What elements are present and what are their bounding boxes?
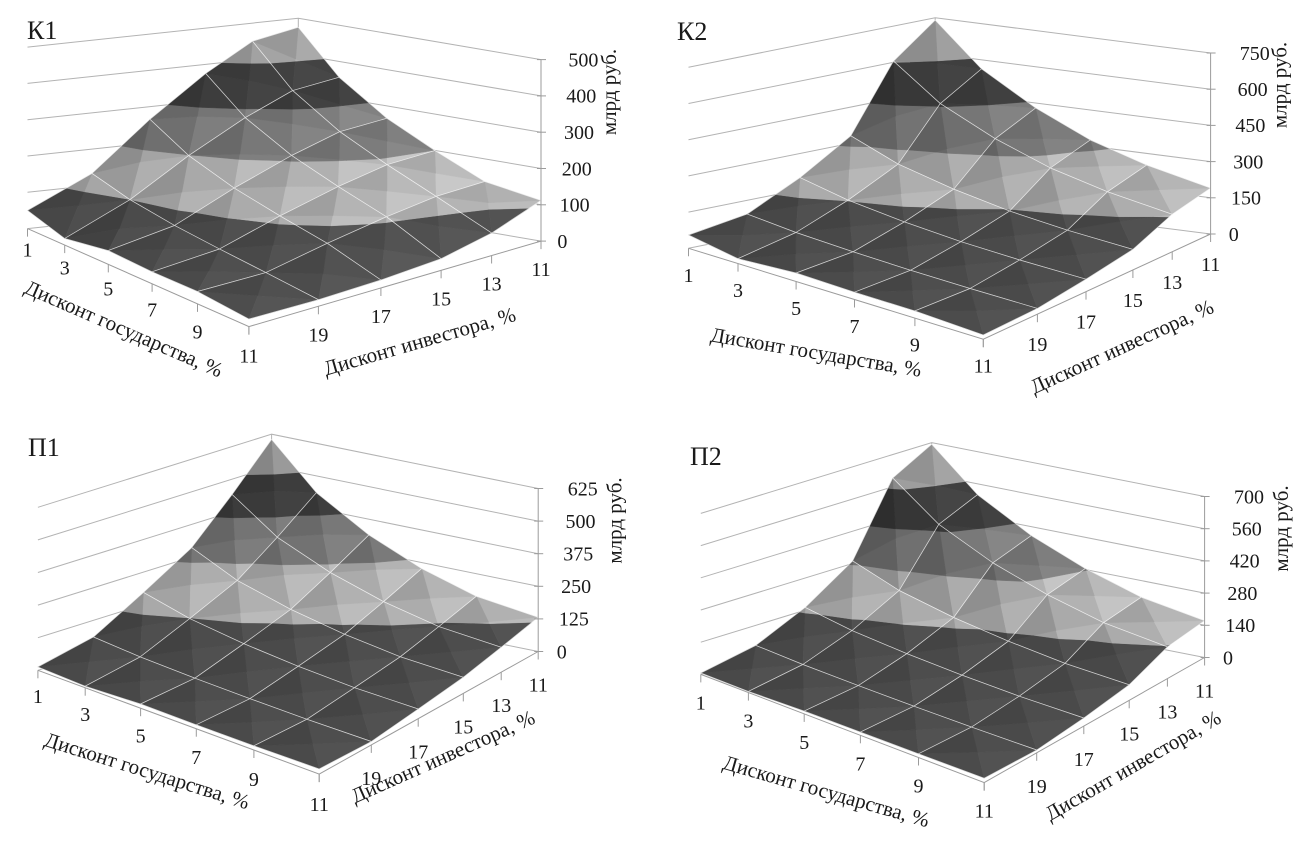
svg-text:140: 140 — [1225, 615, 1255, 637]
svg-text:17: 17 — [1076, 312, 1096, 334]
svg-text:13: 13 — [482, 274, 502, 296]
svg-text:млрд руб.: млрд руб. — [1269, 485, 1293, 571]
svg-text:400: 400 — [566, 86, 596, 108]
svg-text:млрд руб.: млрд руб. — [1268, 42, 1292, 128]
svg-text:7: 7 — [191, 747, 201, 769]
svg-text:150: 150 — [1231, 188, 1261, 210]
svg-text:11: 11 — [974, 356, 993, 378]
svg-text:600: 600 — [1238, 79, 1268, 101]
svg-text:К2: К2 — [677, 17, 707, 46]
svg-text:625: 625 — [568, 478, 598, 500]
svg-text:19: 19 — [1027, 334, 1047, 356]
svg-text:420: 420 — [1230, 551, 1260, 573]
svg-text:5: 5 — [136, 726, 146, 748]
svg-text:450: 450 — [1235, 115, 1265, 137]
svg-text:125: 125 — [559, 609, 589, 631]
svg-text:250: 250 — [561, 576, 591, 598]
svg-text:560: 560 — [1232, 519, 1262, 541]
svg-text:11: 11 — [1201, 254, 1220, 276]
svg-text:3: 3 — [80, 704, 90, 726]
svg-text:280: 280 — [1227, 583, 1257, 605]
svg-text:7: 7 — [855, 753, 865, 775]
svg-text:15: 15 — [1123, 290, 1143, 312]
svg-text:11: 11 — [529, 675, 548, 697]
svg-text:11: 11 — [531, 259, 550, 281]
svg-text:19: 19 — [1027, 776, 1047, 798]
svg-text:11: 11 — [239, 346, 258, 368]
svg-text:5: 5 — [103, 279, 113, 301]
svg-text:млрд руб.: млрд руб. — [597, 49, 621, 135]
svg-text:200: 200 — [562, 158, 592, 180]
svg-text:7: 7 — [850, 316, 860, 338]
svg-text:0: 0 — [557, 641, 567, 663]
svg-text:375: 375 — [563, 544, 593, 566]
svg-text:1: 1 — [684, 265, 694, 287]
svg-text:0: 0 — [1223, 647, 1233, 669]
svg-text:17: 17 — [371, 306, 391, 328]
svg-text:11: 11 — [975, 801, 994, 823]
svg-text:1: 1 — [33, 686, 43, 708]
svg-text:9: 9 — [914, 776, 924, 798]
svg-text:15: 15 — [431, 288, 451, 310]
svg-text:9: 9 — [249, 769, 259, 791]
svg-text:9: 9 — [193, 321, 203, 343]
svg-text:0: 0 — [1229, 224, 1239, 246]
svg-text:3: 3 — [743, 711, 753, 733]
svg-text:7: 7 — [147, 300, 157, 322]
svg-text:9: 9 — [910, 335, 920, 357]
svg-text:100: 100 — [560, 195, 590, 217]
svg-text:500: 500 — [568, 49, 598, 71]
svg-text:11: 11 — [1195, 681, 1214, 703]
svg-text:500: 500 — [566, 511, 596, 533]
svg-text:300: 300 — [564, 122, 594, 144]
svg-text:15: 15 — [1119, 723, 1139, 745]
svg-text:700: 700 — [1234, 486, 1264, 508]
svg-text:3: 3 — [60, 258, 70, 280]
svg-text:11: 11 — [310, 794, 329, 816]
svg-text:5: 5 — [799, 732, 809, 754]
svg-text:млрд руб.: млрд руб. — [603, 477, 627, 563]
svg-text:1: 1 — [23, 240, 33, 262]
svg-text:1: 1 — [696, 692, 706, 714]
svg-text:П2: П2 — [690, 442, 722, 471]
svg-text:3: 3 — [733, 280, 743, 302]
svg-text:13: 13 — [1162, 272, 1182, 294]
svg-text:300: 300 — [1233, 151, 1263, 173]
svg-text:0: 0 — [557, 231, 567, 253]
svg-text:13: 13 — [1157, 702, 1177, 724]
svg-text:П1: П1 — [28, 433, 60, 462]
svg-text:5: 5 — [791, 298, 801, 320]
svg-text:17: 17 — [1074, 749, 1094, 771]
svg-text:К1: К1 — [27, 16, 57, 45]
svg-text:750: 750 — [1240, 43, 1270, 65]
svg-text:19: 19 — [308, 324, 328, 346]
